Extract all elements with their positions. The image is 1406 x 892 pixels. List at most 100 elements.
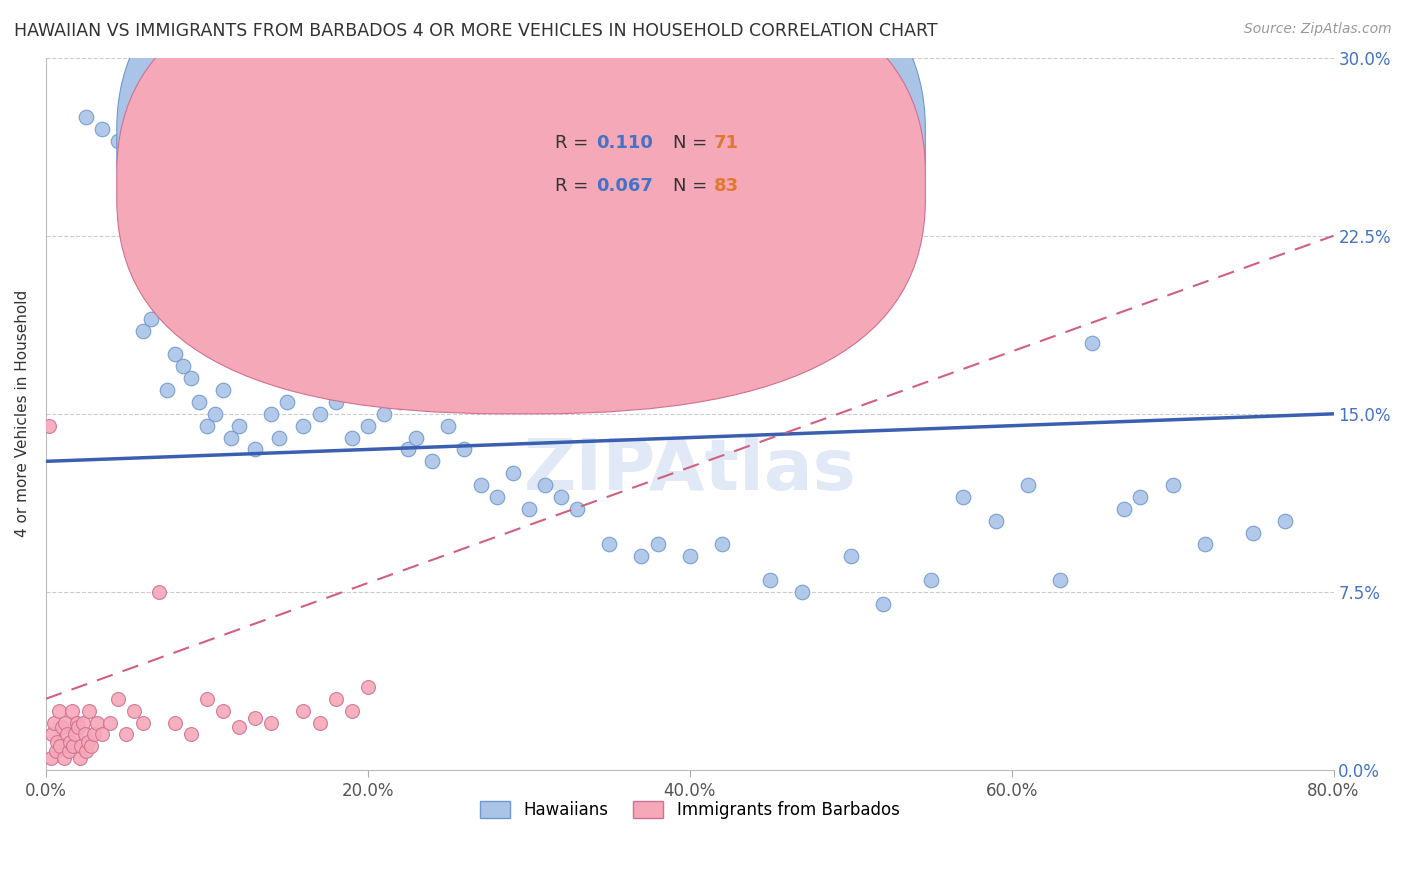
Point xyxy=(485,490,508,504)
Point xyxy=(792,585,814,599)
Point xyxy=(1129,490,1152,504)
Point xyxy=(45,744,67,758)
Point xyxy=(107,134,129,148)
Text: ZIPAtlas: ZIPAtlas xyxy=(523,436,856,506)
Point xyxy=(260,715,283,730)
Point xyxy=(1114,501,1136,516)
Point xyxy=(163,715,186,730)
Point xyxy=(260,407,283,421)
Point xyxy=(1081,335,1104,350)
Point xyxy=(1049,573,1071,587)
Point xyxy=(1274,514,1296,528)
Point xyxy=(228,720,250,734)
Point xyxy=(73,727,96,741)
Text: Source: ZipAtlas.com: Source: ZipAtlas.com xyxy=(1244,22,1392,37)
FancyBboxPatch shape xyxy=(117,0,925,414)
Text: 0.067: 0.067 xyxy=(596,177,652,194)
Point xyxy=(598,537,620,551)
Point xyxy=(389,395,412,409)
Point xyxy=(228,418,250,433)
Text: HAWAIIAN VS IMMIGRANTS FROM BARBADOS 4 OR MORE VEHICLES IN HOUSEHOLD CORRELATION: HAWAIIAN VS IMMIGRANTS FROM BARBADOS 4 O… xyxy=(14,22,938,40)
Point xyxy=(107,691,129,706)
Text: R =: R = xyxy=(554,177,593,194)
Point xyxy=(647,537,669,551)
Point xyxy=(63,727,86,741)
Point xyxy=(212,704,235,718)
Point xyxy=(70,739,93,754)
Point xyxy=(630,549,652,564)
Point xyxy=(759,573,782,587)
Point xyxy=(79,704,101,718)
Point xyxy=(1161,478,1184,492)
Point xyxy=(952,490,974,504)
Point xyxy=(86,715,108,730)
Point xyxy=(470,478,492,492)
Point xyxy=(115,157,138,171)
Point xyxy=(124,704,146,718)
Point xyxy=(710,537,733,551)
Point xyxy=(204,407,226,421)
Point xyxy=(872,597,894,611)
Point xyxy=(115,727,138,741)
Point xyxy=(56,727,79,741)
Point xyxy=(48,704,70,718)
Point xyxy=(269,431,291,445)
Point xyxy=(76,734,98,748)
Point xyxy=(51,720,73,734)
Point xyxy=(357,418,380,433)
Point xyxy=(517,501,540,516)
Point xyxy=(453,442,475,457)
Point xyxy=(39,751,62,765)
Point xyxy=(80,739,103,754)
Point xyxy=(91,122,114,136)
FancyBboxPatch shape xyxy=(117,0,925,371)
Point xyxy=(565,501,588,516)
Point xyxy=(163,347,186,361)
Point xyxy=(420,454,443,468)
Point xyxy=(53,715,76,730)
Point xyxy=(534,478,557,492)
Point xyxy=(340,704,363,718)
Point xyxy=(131,324,153,338)
Point xyxy=(839,549,862,564)
Point xyxy=(195,691,218,706)
Point xyxy=(405,431,427,445)
Point xyxy=(325,691,347,706)
Point xyxy=(396,442,419,457)
Point xyxy=(245,442,267,457)
Point xyxy=(148,300,170,314)
Y-axis label: 4 or more Vehicles in Household: 4 or more Vehicles in Household xyxy=(15,290,30,538)
Point xyxy=(58,744,80,758)
Point xyxy=(373,407,395,421)
Point xyxy=(1241,525,1264,540)
Text: 71: 71 xyxy=(714,134,740,153)
Point xyxy=(49,739,72,754)
FancyBboxPatch shape xyxy=(471,115,780,228)
Point xyxy=(437,418,460,433)
Point xyxy=(212,383,235,397)
Point xyxy=(1017,478,1039,492)
Point xyxy=(550,490,572,504)
Legend: Hawaiians, Immigrants from Barbados: Hawaiians, Immigrants from Barbados xyxy=(474,794,907,826)
Point xyxy=(75,110,97,124)
Text: 0.110: 0.110 xyxy=(596,134,652,153)
Point xyxy=(920,573,942,587)
Point xyxy=(180,371,202,385)
Point xyxy=(679,549,702,564)
Point xyxy=(98,715,121,730)
Text: 83: 83 xyxy=(714,177,740,194)
Point xyxy=(41,727,63,741)
Point xyxy=(325,395,347,409)
Point xyxy=(276,395,298,409)
Point xyxy=(1194,537,1216,551)
Point xyxy=(292,704,315,718)
Point xyxy=(219,431,242,445)
Point xyxy=(156,383,179,397)
Point xyxy=(67,720,90,734)
Point xyxy=(357,680,380,694)
Point xyxy=(308,715,330,730)
Point xyxy=(75,744,97,758)
Point xyxy=(38,418,60,433)
Point xyxy=(180,727,202,741)
Point xyxy=(59,734,82,748)
